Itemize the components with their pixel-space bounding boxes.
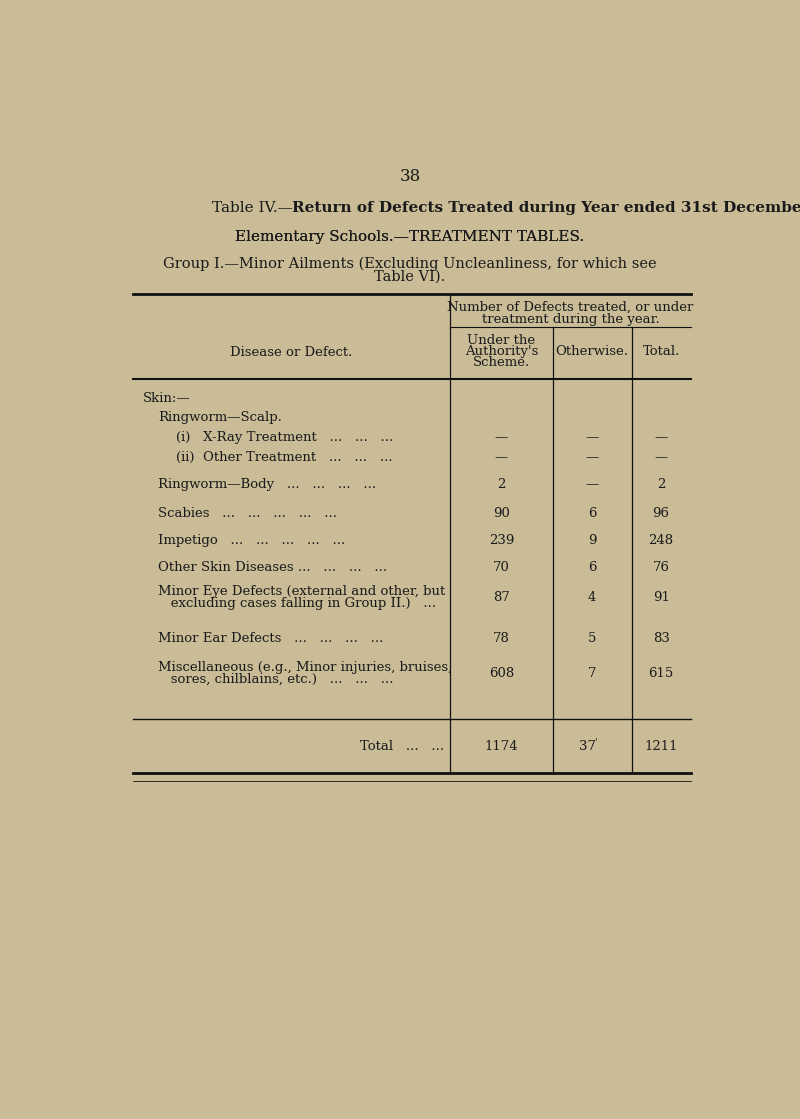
Text: 76: 76	[653, 561, 670, 574]
Text: —: —	[586, 431, 598, 444]
Text: Impetigo   ...   ...   ...   ...   ...: Impetigo ... ... ... ... ...	[158, 535, 346, 547]
Text: 7: 7	[588, 667, 596, 679]
Text: Table VI).: Table VI).	[374, 270, 446, 284]
Text: 6: 6	[588, 507, 596, 519]
Text: (i)   X-Ray Treatment   ...   ...   ...: (i) X-Ray Treatment ... ... ...	[176, 431, 394, 444]
Text: Skin:—: Skin:—	[142, 392, 190, 405]
Text: Total   ...   ...: Total ... ...	[360, 740, 444, 753]
Text: 6: 6	[588, 561, 596, 574]
Text: Under the: Under the	[467, 335, 535, 347]
Text: Number of Defects treated, or under: Number of Defects treated, or under	[447, 301, 694, 314]
Text: 239: 239	[489, 535, 514, 547]
Text: Ringworm—Body   ...   ...   ...   ...: Ringworm—Body ... ... ... ...	[158, 478, 376, 491]
Text: 248: 248	[649, 535, 674, 547]
Text: Scabies   ...   ...   ...   ...   ...: Scabies ... ... ... ... ...	[158, 507, 337, 519]
Text: 78: 78	[493, 632, 510, 646]
Text: treatment during the year.: treatment during the year.	[482, 312, 659, 326]
Text: 96: 96	[653, 507, 670, 519]
Text: Disease or Defect.: Disease or Defect.	[230, 347, 353, 359]
Text: ': '	[595, 737, 598, 746]
Text: Ringworm—Scalp.: Ringworm—Scalp.	[158, 411, 282, 424]
Text: Elementary Schools.—TREATMENT TABLES.: Elementary Schools.—TREATMENT TABLES.	[235, 229, 585, 244]
Text: 83: 83	[653, 632, 670, 646]
Text: 70: 70	[493, 561, 510, 574]
Text: 38: 38	[399, 168, 421, 185]
Text: Miscellaneous (e.g., Minor injuries, bruises,: Miscellaneous (e.g., Minor injuries, bru…	[158, 660, 452, 674]
Text: 615: 615	[649, 667, 674, 679]
Text: 4: 4	[588, 591, 596, 604]
Text: —: —	[586, 451, 598, 464]
Text: 2: 2	[657, 478, 666, 491]
Text: Minor Eye Defects (external and other, but: Minor Eye Defects (external and other, b…	[158, 585, 446, 599]
Text: 9: 9	[588, 535, 596, 547]
Text: 91: 91	[653, 591, 670, 604]
Text: —: —	[586, 478, 598, 491]
Text: 90: 90	[493, 507, 510, 519]
Text: 1211: 1211	[644, 740, 678, 753]
Text: 2: 2	[498, 478, 506, 491]
Text: Total.: Total.	[642, 345, 680, 358]
Text: 87: 87	[493, 591, 510, 604]
Text: Other Skin Diseases ...   ...   ...   ...: Other Skin Diseases ... ... ... ...	[158, 561, 387, 574]
Text: 5: 5	[588, 632, 596, 646]
Text: —: —	[654, 451, 668, 464]
Text: 608: 608	[489, 667, 514, 679]
Text: (ii)  Other Treatment   ...   ...   ...: (ii) Other Treatment ... ... ...	[176, 451, 393, 464]
Text: excluding cases falling in Group II.)   ...: excluding cases falling in Group II.) ..…	[158, 598, 436, 611]
Text: Elementary Schools.—TREATMENT TABLES.: Elementary Schools.—TREATMENT TABLES.	[235, 229, 585, 244]
Text: —: —	[495, 431, 508, 444]
Text: Return of Defects Treated during Year ended 31st December, 1945.: Return of Defects Treated during Year en…	[292, 201, 800, 215]
Text: Authority's: Authority's	[465, 345, 538, 358]
Text: —: —	[654, 431, 668, 444]
Text: Group I.—Minor Ailments (Excluding Uncleanliness, for which see: Group I.—Minor Ailments (Excluding Uncle…	[163, 256, 657, 271]
Text: Scheme.: Scheme.	[473, 356, 530, 368]
Text: 1174: 1174	[485, 740, 518, 753]
Text: Otherwise.: Otherwise.	[556, 345, 629, 358]
Text: Minor Ear Defects   ...   ...   ...   ...: Minor Ear Defects ... ... ... ...	[158, 632, 383, 646]
Text: Table IV.—: Table IV.—	[212, 201, 294, 215]
Text: 37: 37	[579, 740, 596, 753]
Text: —: —	[495, 451, 508, 464]
Text: sores, chilblains, etc.)   ...   ...   ...: sores, chilblains, etc.) ... ... ...	[158, 673, 394, 686]
